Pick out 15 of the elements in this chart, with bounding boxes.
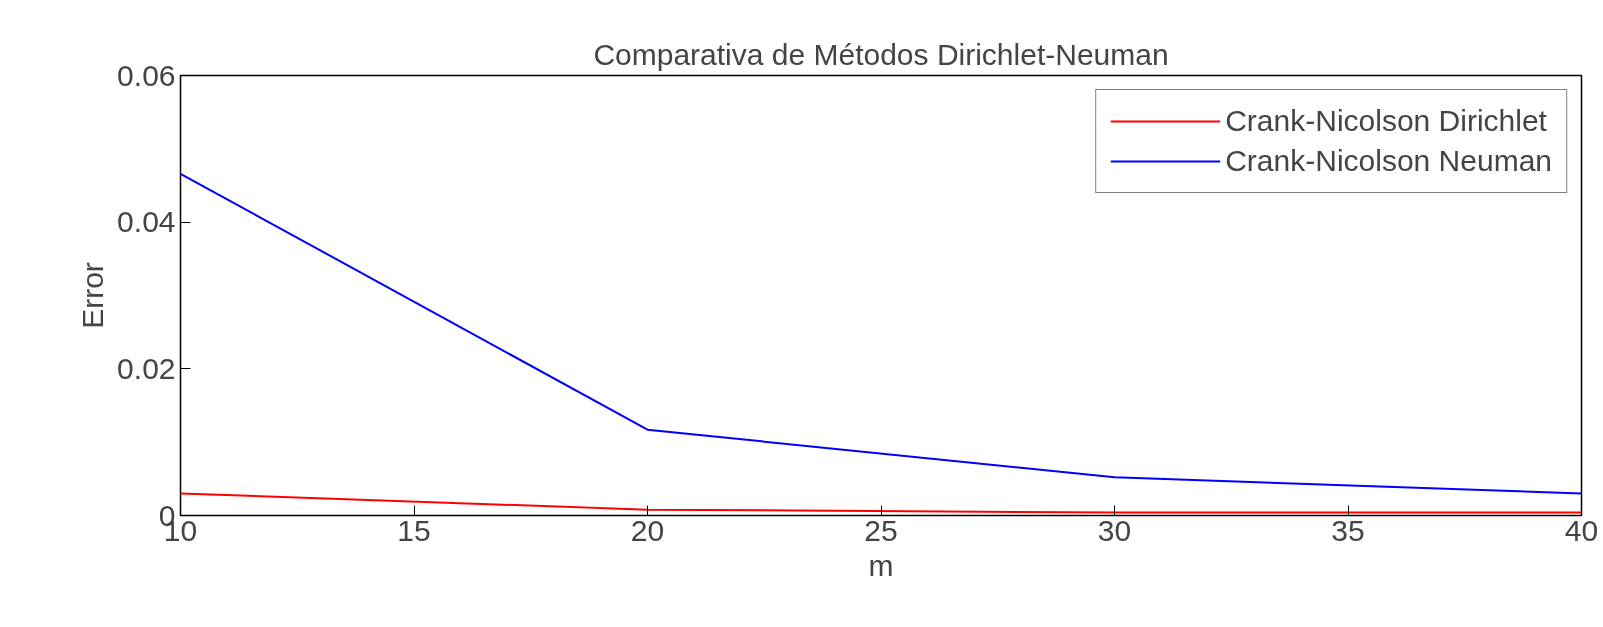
y-tick-label: 0.06 <box>117 58 176 92</box>
y-tick-label: 0.02 <box>117 351 176 385</box>
legend-label: Crank-Nicolson Neuman <box>1225 144 1552 178</box>
chart-title: Comparativa de Métodos Dirichlet-Neuman <box>593 37 1169 71</box>
y-tick-label: 0.04 <box>117 205 176 239</box>
line-series <box>180 172 1582 495</box>
x-axis-title: m <box>868 548 894 582</box>
x-tick-label: 30 <box>1097 513 1132 547</box>
y-axis-title: Error <box>76 262 110 329</box>
x-tick-label: 25 <box>864 513 898 547</box>
legend-label: Crank-Nicolson Dirichlet <box>1225 104 1547 138</box>
x-tick-label: 40 <box>1564 513 1599 547</box>
x-tick-label: 15 <box>397 513 431 547</box>
x-tick-label: 35 <box>1331 513 1365 547</box>
x-tick-label: 20 <box>630 513 665 547</box>
